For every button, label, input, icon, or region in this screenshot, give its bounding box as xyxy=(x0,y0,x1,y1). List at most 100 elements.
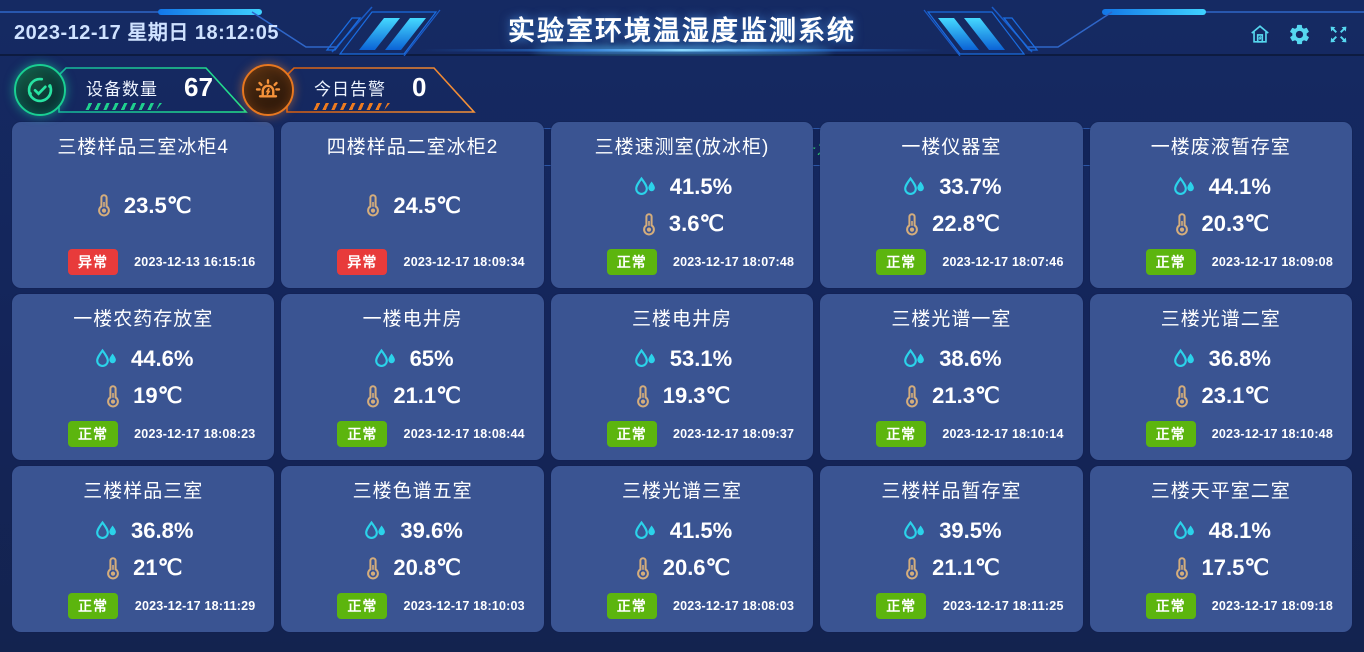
fullscreen-button[interactable] xyxy=(1326,22,1350,46)
status-badge: 异常 xyxy=(68,249,118,275)
metrics: 23.5℃ xyxy=(12,161,274,248)
alarm-siren-icon xyxy=(242,64,294,116)
humidity-icon xyxy=(1171,347,1198,371)
sensor-card[interactable]: 三楼光谱三室 41.5% xyxy=(550,466,814,632)
sensor-card[interactable]: 一楼仪器室 33.7% xyxy=(820,122,1083,288)
humidity-value: 44.6% xyxy=(131,346,194,371)
humidity-value: 44.1% xyxy=(1208,174,1271,199)
temperature-metric: 23.1℃ xyxy=(1173,383,1269,409)
humidity-value: 36.8% xyxy=(131,518,194,543)
stat-plate: 设备数量 67 xyxy=(58,67,248,113)
gear-icon xyxy=(1288,23,1311,46)
humidity-metric: 53.1% xyxy=(632,346,732,372)
home-button[interactable] xyxy=(1248,22,1272,46)
sensor-card[interactable]: 四楼样品二室冰柜2 xyxy=(281,122,544,288)
humidity-icon xyxy=(93,519,120,543)
sensor-card[interactable]: 一楼电井房 65% xyxy=(281,294,544,460)
thermometer-icon xyxy=(903,384,921,409)
sensor-card[interactable]: 三楼样品三室 36.8% xyxy=(12,466,275,632)
update-timestamp: 2023-12-17 18:10:14 xyxy=(942,427,1064,441)
temperature-value: 20.6℃ xyxy=(662,555,731,580)
update-timestamp: 2023-12-17 18:09:08 xyxy=(1211,255,1333,269)
update-timestamp: 2023-12-17 18:09:18 xyxy=(1211,599,1333,613)
humidity-icon xyxy=(632,175,659,199)
page-title: 实验室环境温湿度监测系统 xyxy=(508,16,856,46)
temperature-value: 21.3℃ xyxy=(932,383,1000,408)
room-name: 三楼光谱二室 xyxy=(1160,309,1281,330)
thermometer-icon xyxy=(634,384,652,409)
update-timestamp: 2023-12-17 18:09:37 xyxy=(672,427,795,441)
metrics: 38.6% 21.3℃ xyxy=(820,333,1082,420)
hatch-decoration xyxy=(308,103,390,110)
card-footer: 正常 2023-12-17 18:10:48 xyxy=(1090,420,1352,460)
humidity-metric: 44.1% xyxy=(1171,174,1271,200)
sensor-card[interactable]: 三楼色谱五室 39.6% xyxy=(281,466,544,632)
stat-label: 设备数量 xyxy=(86,79,158,99)
status-badge: 正常 xyxy=(1145,421,1196,447)
hatch-decoration xyxy=(80,103,162,110)
humidity-value: 39.5% xyxy=(939,518,1002,543)
sensor-card[interactable]: 三楼速测室(放冰柜) 41.5% xyxy=(550,122,814,288)
status-badge: 正常 xyxy=(606,249,657,275)
status-badge: 正常 xyxy=(68,421,118,447)
sensor-card[interactable]: 三楼电井房 53.1% xyxy=(550,294,814,460)
update-timestamp: 2023-12-17 18:08:03 xyxy=(672,599,795,613)
humidity-icon xyxy=(632,519,659,543)
stat-value: 67 xyxy=(184,71,213,102)
device-check-icon xyxy=(14,64,66,116)
card-footer: 正常 2023-12-17 18:08:44 xyxy=(281,420,543,460)
thermometer-icon xyxy=(364,193,382,218)
metrics: 39.6% 20.8℃ xyxy=(281,505,543,592)
humidity-value: 53.1% xyxy=(669,346,733,371)
humidity-value: 41.5% xyxy=(669,174,733,199)
card-footer: 正常 2023-12-17 18:08:03 xyxy=(551,592,813,632)
card-footer: 正常 2023-12-17 18:07:46 xyxy=(820,248,1082,288)
thermometer-icon xyxy=(104,384,122,409)
thermometer-icon xyxy=(1173,556,1191,581)
status-badge: 正常 xyxy=(1145,249,1196,275)
humidity-value: 41.5% xyxy=(669,518,733,543)
temperature-value: 23.5℃ xyxy=(123,192,192,218)
sensor-card[interactable]: 一楼废液暂存室 44.1% xyxy=(1089,122,1352,288)
metrics: 41.5% 3.6℃ xyxy=(551,161,813,248)
metrics: 44.1% 20.3℃ xyxy=(1090,161,1352,248)
sensor-card[interactable]: 三楼光谱二室 36.8% xyxy=(1089,294,1352,460)
temperature-metric: 20.6℃ xyxy=(634,555,731,581)
update-timestamp: 2023-12-17 18:10:48 xyxy=(1211,427,1333,441)
thermometer-icon xyxy=(95,193,113,218)
room-name: 三楼色谱五室 xyxy=(352,481,473,502)
temperature-value: 19.3℃ xyxy=(662,383,731,408)
status-badge: 异常 xyxy=(337,249,388,275)
room-name: 一楼仪器室 xyxy=(901,137,1002,158)
room-name: 三楼光谱一室 xyxy=(891,309,1012,330)
temperature-value: 22.8℃ xyxy=(932,211,1000,236)
humidity-value: 36.8% xyxy=(1208,346,1271,371)
card-footer: 正常 2023-12-17 18:10:03 xyxy=(281,592,543,632)
temperature-value: 24.5℃ xyxy=(393,192,461,218)
metrics: 48.1% 17.5℃ xyxy=(1090,505,1352,592)
card-footer: 正常 2023-12-17 18:11:29 xyxy=(12,592,274,632)
card-footer: 正常 2023-12-17 18:09:18 xyxy=(1090,592,1352,632)
sensor-card[interactable]: 三楼样品三室冰柜4 xyxy=(12,122,275,288)
sensor-card[interactable]: 三楼样品暂存室 39.5% xyxy=(820,466,1083,632)
sensor-card[interactable]: 三楼光谱一室 38.6% xyxy=(820,294,1083,460)
room-name: 三楼光谱三室 xyxy=(621,481,742,502)
humidity-metric: 39.5% xyxy=(901,518,1002,544)
card-footer: 正常 2023-12-17 18:07:48 xyxy=(551,248,813,288)
temperature-metric: 21.3℃ xyxy=(903,383,1000,409)
sensor-card[interactable]: 三楼天平室二室 48.1% xyxy=(1089,466,1352,632)
thermometer-icon xyxy=(364,556,382,581)
room-name: 三楼电井房 xyxy=(631,309,732,330)
humidity-icon xyxy=(901,175,928,199)
status-badge: 正常 xyxy=(337,421,388,447)
status-badge: 正常 xyxy=(876,249,927,275)
humidity-metric: 44.6% xyxy=(93,346,193,372)
temperature-metric: 21.1℃ xyxy=(903,555,1000,581)
humidity-value: 65% xyxy=(409,346,454,371)
settings-button[interactable] xyxy=(1287,22,1311,46)
sensor-card[interactable]: 一楼农药存放室 44.6% xyxy=(12,294,275,460)
temperature-value: 21.1℃ xyxy=(932,555,1000,580)
humidity-value: 39.6% xyxy=(400,518,463,543)
datetime-display: 2023-12-17 星期日 18:12:05 xyxy=(14,22,279,44)
update-timestamp: 2023-12-17 18:10:03 xyxy=(403,599,525,613)
